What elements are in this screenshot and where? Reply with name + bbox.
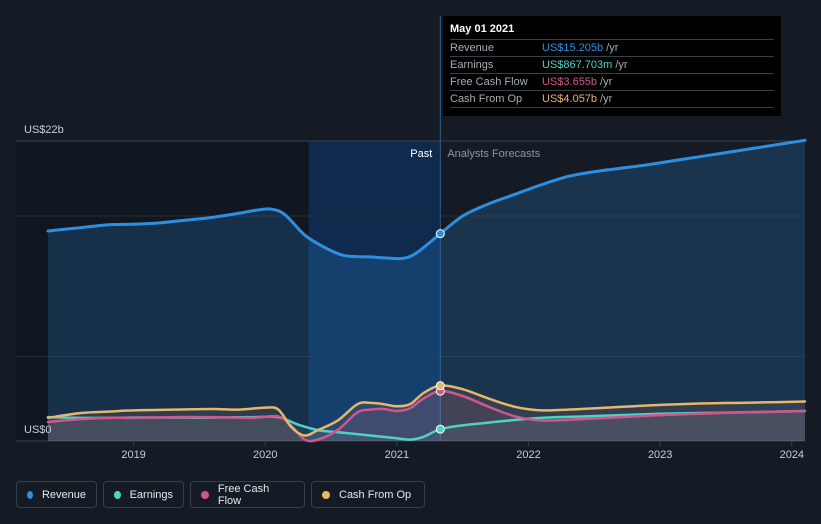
legend: Revenue Earnings Free Cash Flow Cash Fro… bbox=[16, 481, 425, 508]
x-tick-label: 2021 bbox=[385, 449, 409, 461]
cash-from-op-line bbox=[46, 384, 807, 437]
legend-item-cash-from-op[interactable]: Cash From Op bbox=[311, 481, 425, 508]
x-tick-label: 2024 bbox=[780, 449, 804, 461]
free-cash-flow-line bbox=[46, 389, 807, 443]
legend-item-revenue[interactable]: Revenue bbox=[16, 481, 97, 508]
x-axis-ticks: 2019 2020 2021 2022 2023 2024 bbox=[121, 441, 804, 461]
tooltip-label: Earnings bbox=[450, 59, 494, 71]
free-cash-flow-area bbox=[48, 391, 805, 442]
x-tick-label: 2020 bbox=[253, 449, 277, 461]
legend-item-free-cash-flow[interactable]: Free Cash Flow bbox=[190, 481, 305, 508]
hover-markers bbox=[435, 229, 445, 434]
legend-label: Cash From Op bbox=[339, 488, 412, 501]
revenue-dot-icon bbox=[27, 490, 33, 499]
chart-background bbox=[16, 141, 441, 441]
earnings-dot-icon bbox=[114, 490, 121, 499]
tooltip-row-free-cash-flow: Free Cash Flow US$3.655b /yr bbox=[450, 74, 774, 91]
tooltip-value: US$4.057b bbox=[542, 93, 598, 105]
tooltip-value: US$3.655b bbox=[542, 76, 598, 88]
legend-item-earnings[interactable]: Earnings bbox=[103, 481, 184, 508]
tooltip-value: US$15.205b bbox=[542, 42, 604, 54]
tooltip-row-earnings: Earnings US$867.703m /yr bbox=[450, 57, 774, 74]
past-label: Past bbox=[410, 148, 432, 160]
tooltip-unit: /yr bbox=[600, 93, 613, 105]
hover-tooltip: May 01 2021 Revenue US$15.205b /yr Earni… bbox=[443, 16, 781, 116]
cash-from-op-area bbox=[48, 385, 805, 441]
revenue-line bbox=[46, 138, 807, 261]
tooltip-unit: /yr bbox=[600, 76, 613, 88]
revenue-area bbox=[48, 140, 805, 441]
free-cash-flow-dot-icon bbox=[201, 490, 209, 499]
legend-label: Revenue bbox=[41, 488, 86, 501]
legend-label: Free Cash Flow bbox=[217, 482, 270, 507]
cash-from-op-marker bbox=[435, 381, 445, 391]
x-tick-label: 2022 bbox=[516, 449, 540, 461]
series-lines bbox=[46, 138, 807, 443]
tooltip-label: Cash From Op bbox=[450, 93, 523, 105]
cash-from-op-dot-icon bbox=[322, 490, 330, 499]
gridlines bbox=[16, 16, 805, 442]
y-axis-bottom-label: US$0 bbox=[24, 424, 52, 436]
x-tick-label: 2019 bbox=[121, 449, 145, 461]
tooltip-value: US$867.703m bbox=[542, 59, 613, 71]
tooltip-row-cash-from-op: Cash From Op US$4.057b /yr bbox=[450, 91, 774, 108]
tooltip-row-revenue: Revenue US$15.205b /yr bbox=[450, 40, 774, 57]
y-axis-top-label: US$22b bbox=[24, 124, 64, 136]
tooltip-label: Revenue bbox=[450, 42, 495, 54]
highlight-region bbox=[308, 141, 441, 441]
forecast-label: Analysts Forecasts bbox=[447, 148, 540, 160]
earnings-marker bbox=[435, 424, 445, 434]
tooltip-date: May 01 2021 bbox=[450, 23, 774, 40]
tooltip-label: Free Cash Flow bbox=[450, 76, 528, 88]
tooltip-unit: /yr bbox=[606, 42, 619, 54]
revenue-marker bbox=[435, 229, 445, 239]
tooltip-unit: /yr bbox=[615, 59, 628, 71]
x-tick-label: 2023 bbox=[648, 449, 672, 461]
legend-label: Earnings bbox=[129, 488, 173, 501]
